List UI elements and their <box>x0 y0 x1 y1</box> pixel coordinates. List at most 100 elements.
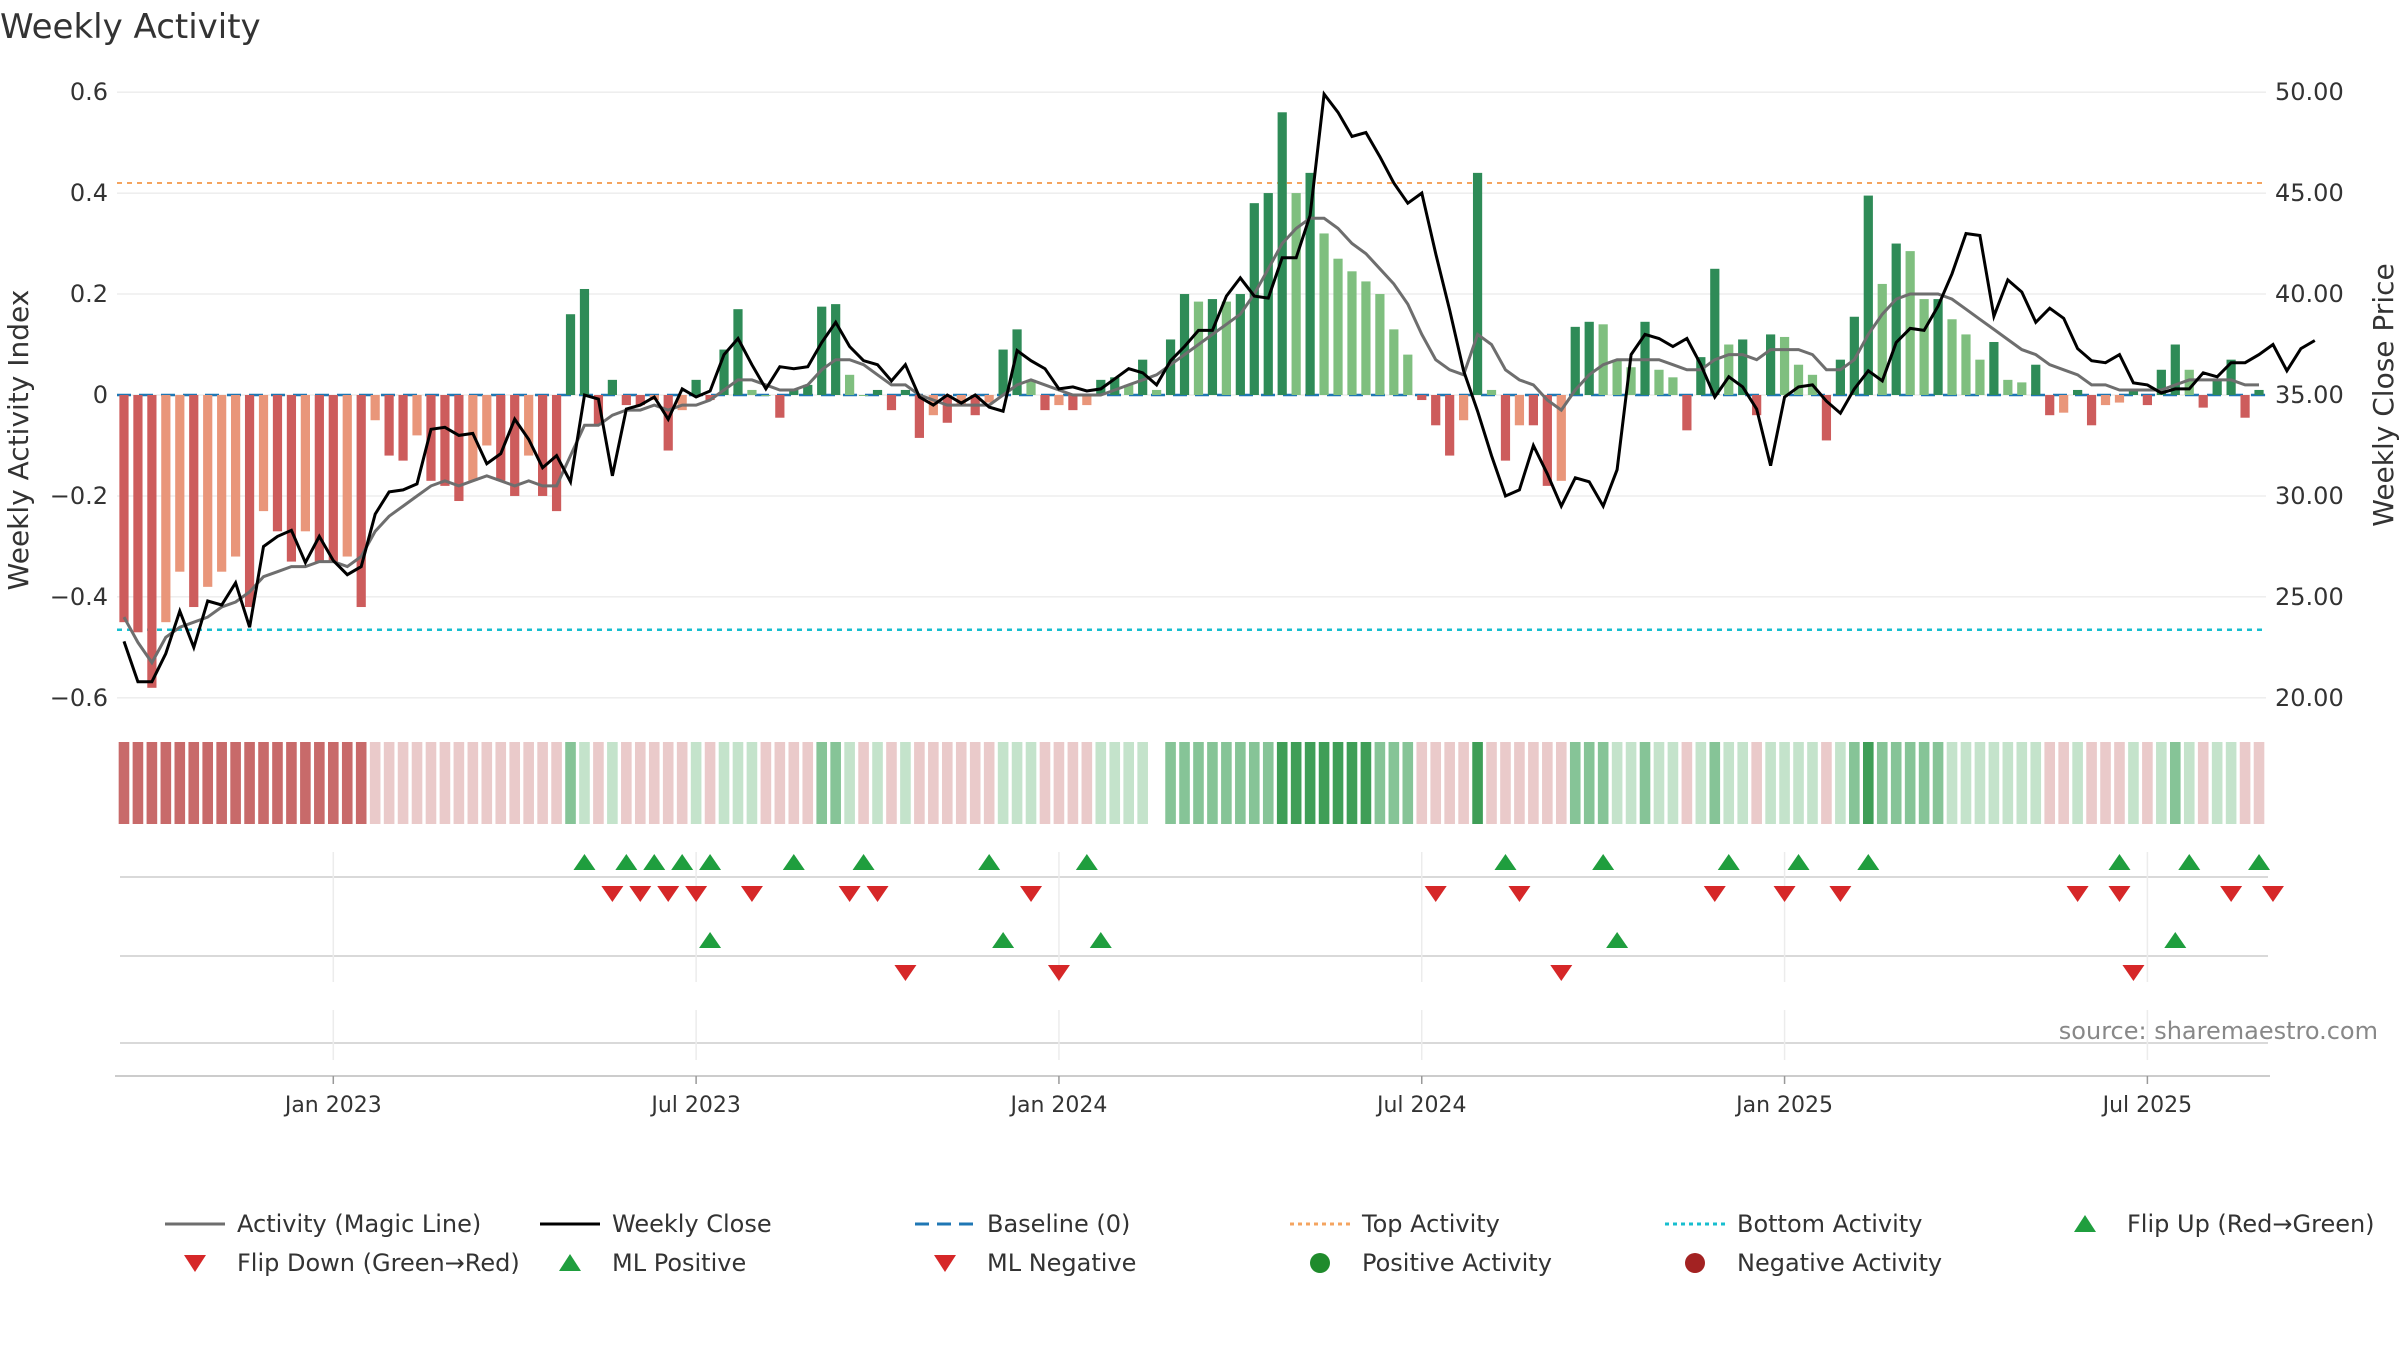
legend-label: Activity (Magic Line) <box>237 1210 481 1238</box>
strip-cell <box>314 742 325 824</box>
strip-cell <box>1472 742 1483 824</box>
strip-cell <box>467 742 479 824</box>
strip-cell <box>1639 742 1651 824</box>
source-label: source: sharemaestro.com <box>2059 1017 2378 1045</box>
strip-cell <box>1388 742 1400 824</box>
strip-cell <box>941 742 953 824</box>
strip-cell <box>2058 742 2069 824</box>
activity-bar <box>1752 395 1762 416</box>
strip-cell <box>2072 742 2083 824</box>
strip-cell <box>537 742 548 824</box>
legend-swatch <box>184 1255 206 1272</box>
strip-cell <box>648 742 660 824</box>
activity-bar <box>2045 395 2055 416</box>
strip-cell <box>551 742 562 824</box>
strip-cell <box>1193 742 1204 824</box>
strip-cell <box>634 742 646 824</box>
activity-bar <box>286 395 297 562</box>
activity-bar <box>342 395 352 557</box>
strip-cell <box>1248 742 1260 824</box>
strip-cell <box>1039 742 1051 824</box>
activity-bar <box>1570 326 1580 395</box>
y-tick-label: −0.2 <box>50 482 108 510</box>
legend-swatch <box>1685 1253 1705 1273</box>
strip-cell <box>1360 742 1372 824</box>
strip-cell <box>1514 742 1525 824</box>
strip-cell <box>1304 742 1316 824</box>
flip-down-marker <box>866 886 889 902</box>
activity-bar <box>384 395 394 456</box>
activity-bar <box>2254 389 2264 395</box>
activity-bar <box>482 395 492 446</box>
activity-bar <box>1933 299 1943 395</box>
strip-cell <box>2100 742 2111 824</box>
strip-cell <box>621 742 632 824</box>
flip-down-marker <box>1829 886 1852 902</box>
strip-cell <box>286 742 297 824</box>
activity-bar <box>956 395 966 406</box>
activity-bar <box>998 349 1008 395</box>
activity-bar <box>147 395 157 688</box>
activity-bar <box>1542 395 1552 486</box>
strip-cell <box>886 742 897 824</box>
strip-cell <box>188 742 200 824</box>
strip-cell <box>1807 742 1818 824</box>
activity-bar <box>1472 172 1483 395</box>
activity-bar <box>1905 251 1915 395</box>
activity-bar <box>1612 359 1622 395</box>
activity-strip <box>118 742 2265 824</box>
flip-up-marker <box>2248 854 2271 870</box>
strip-cell <box>704 742 716 824</box>
strip-cell <box>816 742 828 824</box>
activity-bar <box>775 395 785 418</box>
activity-bar <box>761 395 771 396</box>
strip-cell <box>1235 742 1246 824</box>
activity-bar <box>1375 294 1385 395</box>
activity-bar <box>984 395 994 403</box>
activity-bar <box>1319 233 1329 395</box>
flip-down-marker <box>1703 886 1726 902</box>
flip-down-marker <box>1508 886 1531 902</box>
activity-bar <box>2240 395 2250 418</box>
signal-rows <box>115 852 2284 1077</box>
flip-down-marker <box>601 886 624 902</box>
strip-cell <box>327 742 339 824</box>
activity-bar <box>593 395 604 426</box>
activity-bar <box>2128 389 2139 395</box>
strip-cell <box>1821 742 1832 824</box>
activity-bar <box>440 395 450 486</box>
activity-bar <box>454 395 464 502</box>
activity-bar <box>161 395 171 623</box>
x-axis: Jan 2023 Jul 2023 Jan 2024 Jul 2024 Jan 2025… <box>283 1076 2192 1118</box>
strip-cell <box>1974 742 1986 824</box>
strip-cell <box>1053 742 1065 824</box>
activity-bar <box>2059 395 2069 413</box>
flip-up-marker <box>573 854 596 870</box>
strip-cell <box>1542 742 1553 824</box>
activity-bar <box>272 395 283 532</box>
legend-label: Flip Up (Red→Green) <box>2127 1210 2375 1238</box>
x-tick-label: Jan 2024 <box>1008 1093 1107 1118</box>
activity-bar <box>1361 281 1371 395</box>
activity-bar <box>1766 334 1776 395</box>
activity-bar <box>1835 359 1845 395</box>
activity-bar <box>175 395 185 572</box>
activity-bar <box>942 395 952 423</box>
activity-bar <box>817 306 827 395</box>
flip-up-marker <box>978 854 1001 870</box>
activity-bar <box>565 314 576 395</box>
y2-tick-label: 35.00 <box>2275 381 2344 409</box>
strip-cell <box>1709 742 1721 824</box>
y-axis-label: Weekly Activity Index <box>2 290 35 591</box>
legend-label: Positive Activity <box>1362 1249 1552 1277</box>
strip-cell <box>1849 742 1860 824</box>
strip-cell <box>607 742 618 824</box>
strip-cell <box>1290 742 1302 824</box>
activity-bar <box>1738 339 1748 395</box>
activity-bar <box>1668 377 1678 395</box>
strip-cell <box>1444 742 1455 824</box>
strip-cell <box>439 742 451 824</box>
activity-bar <box>1891 243 1901 395</box>
strip-cell <box>802 742 814 824</box>
strip-cell <box>760 742 772 824</box>
